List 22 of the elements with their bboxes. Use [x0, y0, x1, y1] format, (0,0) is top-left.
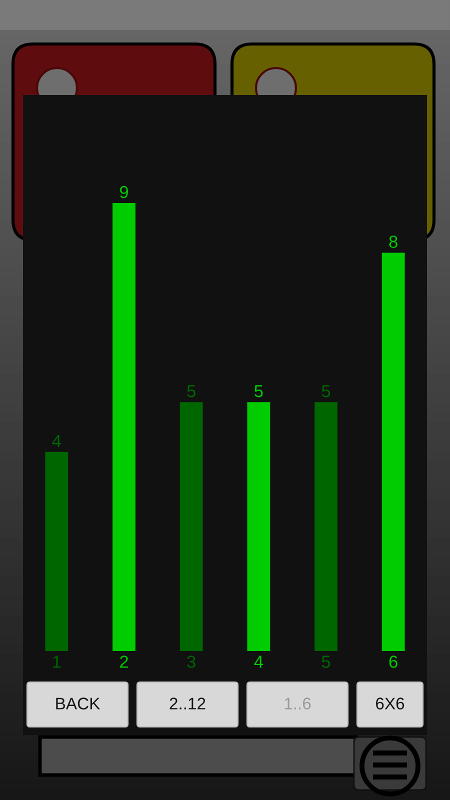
- data-label: 5: [187, 385, 196, 398]
- bar: [314, 402, 338, 651]
- data-label: 5: [254, 385, 263, 398]
- bar: [382, 252, 405, 651]
- x-tick-label: 6: [389, 656, 398, 668]
- bar: [247, 402, 270, 651]
- x-tick-label: 4: [254, 656, 263, 668]
- data-label: 9: [120, 186, 128, 198]
- text: 1..6: [284, 698, 311, 710]
- x-tick-label: 2: [120, 656, 128, 668]
- x-tick-label: 5: [322, 656, 330, 668]
- text: 2..12: [170, 698, 206, 710]
- data-label: 8: [389, 236, 398, 248]
- x-tick-label: 3: [187, 656, 196, 668]
- text: 6X6: [376, 698, 404, 710]
- x-tick-label: 1: [53, 656, 61, 668]
- text: BACK: [56, 698, 100, 710]
- bar: [112, 203, 136, 651]
- data-label: 5: [322, 385, 330, 398]
- data-label: 4: [52, 434, 61, 447]
- bar: [180, 402, 203, 651]
- bar: [45, 452, 68, 651]
